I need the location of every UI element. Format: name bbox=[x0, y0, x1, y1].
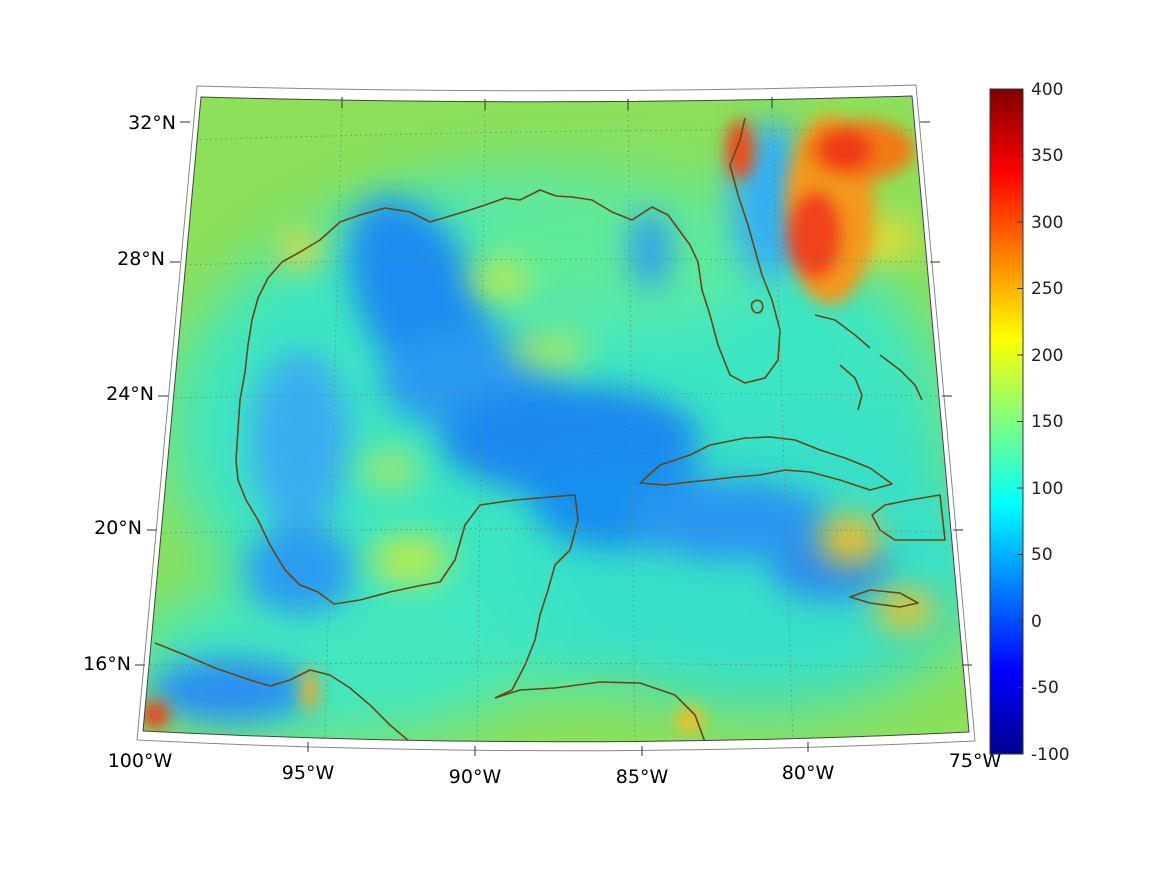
colorbar-tick-label: 150 bbox=[1031, 412, 1063, 432]
lat-label: 16°N bbox=[83, 653, 131, 675]
coastlines bbox=[154, 117, 946, 742]
lon-label: 75°W bbox=[949, 750, 1002, 772]
frame-ticks bbox=[135, 97, 972, 756]
colorbar-tick-label: 350 bbox=[1031, 146, 1063, 166]
lon-labels: 100°W 95°W 90°W 85°W 80°W 75°W bbox=[108, 750, 1002, 788]
lon-label: 85°W bbox=[616, 766, 669, 788]
data-field bbox=[143, 96, 969, 742]
colorbar-tick-label: 300 bbox=[1031, 213, 1063, 233]
lat-label: 28°N bbox=[117, 248, 165, 270]
lon-label: 80°W bbox=[782, 762, 835, 784]
colorbar-tick-label: 400 bbox=[1031, 80, 1063, 100]
colorbar-tick-label: 250 bbox=[1031, 279, 1063, 299]
colorbar-tick-label: -50 bbox=[1031, 678, 1059, 698]
colorbar-tick-label: 0 bbox=[1031, 612, 1042, 632]
colorbar-tick-label: -100 bbox=[1031, 745, 1070, 765]
map-frame bbox=[136, 84, 976, 752]
colorbar-gradient bbox=[989, 88, 1024, 755]
colorbar: 400 350 300 250 200 150 100 50 0 -50 -10… bbox=[989, 80, 1070, 765]
colorbar-tick-label: 200 bbox=[1031, 346, 1063, 366]
lat-label: 20°N bbox=[94, 517, 142, 539]
lon-label: 90°W bbox=[449, 766, 502, 788]
lon-label: 95°W bbox=[282, 762, 335, 784]
colorbar-tick-label: 100 bbox=[1031, 479, 1063, 499]
lat-labels: 32°N 28°N 24°N 20°N 16°N bbox=[83, 112, 176, 675]
lat-label: 32°N bbox=[128, 112, 176, 134]
graticule bbox=[149, 99, 961, 742]
colorbar-tick-label: 50 bbox=[1031, 545, 1053, 565]
lat-label: 24°N bbox=[106, 383, 154, 405]
lon-label: 100°W bbox=[108, 750, 173, 772]
